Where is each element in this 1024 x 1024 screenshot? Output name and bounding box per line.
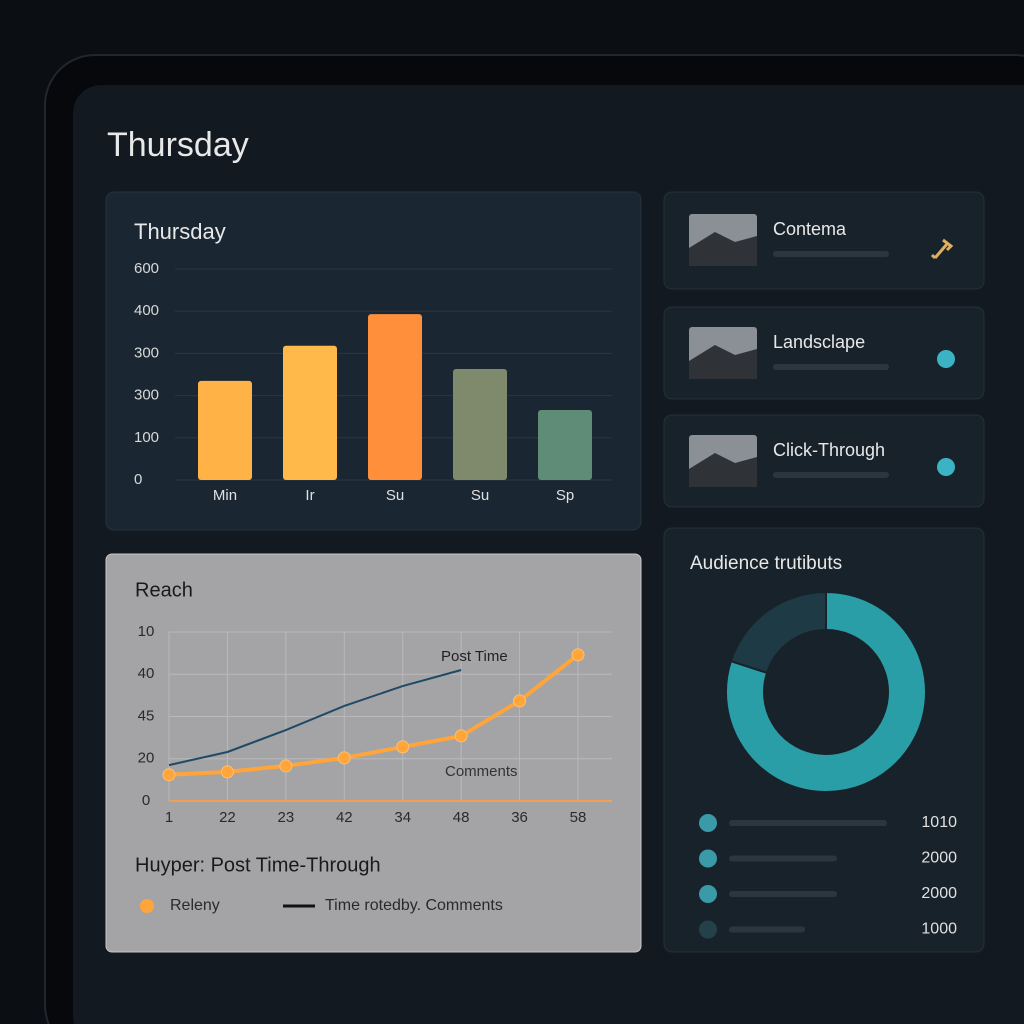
- series-line: [168, 669, 462, 767]
- legend-dot: [699, 885, 717, 903]
- legend-dot: [699, 814, 717, 832]
- y-tick-label: 0: [142, 792, 150, 809]
- media-label: Landsclape: [773, 332, 865, 352]
- data-point: [571, 648, 585, 662]
- media-bar: [773, 472, 889, 478]
- pin-icon: [930, 238, 954, 260]
- data-point: [396, 740, 410, 754]
- x-tick-label: 36: [511, 809, 528, 826]
- y-tick-label: 0: [134, 471, 142, 488]
- data-point: [337, 751, 351, 765]
- y-tick-label: 40: [138, 665, 155, 682]
- x-tick-label: 48: [453, 809, 470, 826]
- bar: [198, 380, 252, 480]
- pie-slice: [725, 590, 927, 793]
- y-tick-label: 45: [138, 707, 155, 724]
- pie-slice: [729, 590, 827, 675]
- legend-bar: [729, 891, 837, 897]
- series-line: [168, 653, 580, 777]
- chart-title: Thursday: [134, 219, 226, 244]
- media-bar: [773, 251, 889, 257]
- chart-title: Audience trutibuts: [690, 553, 842, 574]
- row-value: 1010: [921, 814, 957, 831]
- y-tick-label: 100: [134, 429, 159, 446]
- y-tick-label: 400: [134, 302, 159, 319]
- legend-bar: [729, 820, 887, 826]
- x-tick-label: 22: [219, 809, 236, 826]
- thumbnail-mountain: [689, 232, 757, 266]
- y-tick-label: 300: [134, 344, 159, 361]
- y-tick-label: 20: [138, 750, 155, 767]
- chat-icon: [937, 350, 955, 368]
- y-tick-label: 300: [134, 387, 159, 404]
- data-point: [220, 765, 234, 779]
- chart-subtitle: Huyper: Post Time-Through: [135, 854, 381, 876]
- thumbnail-mountain: [689, 453, 757, 487]
- annotation: Post Time: [441, 648, 508, 665]
- x-tick-label: 1: [165, 809, 173, 826]
- data-point: [279, 759, 293, 773]
- data-point: [454, 729, 468, 743]
- row-value: 2000: [921, 850, 957, 867]
- x-tick-label: 42: [336, 809, 353, 826]
- media-label: Contema: [773, 219, 847, 239]
- x-tick-label: Ir: [305, 487, 314, 504]
- row-value: 2000: [921, 885, 957, 902]
- thumbnail-mountain: [689, 345, 757, 379]
- x-tick-label: 23: [278, 809, 295, 826]
- annotation: Comments: [445, 763, 518, 780]
- legend-dot: [699, 920, 717, 939]
- media-bar: [773, 364, 889, 370]
- media-label: Click-Through: [773, 440, 885, 460]
- x-tick-label: Sp: [556, 487, 574, 504]
- legend-label: Time rotedby. Comments: [325, 897, 503, 914]
- chat-icon: [937, 458, 955, 476]
- legend-bar: [729, 926, 805, 933]
- x-tick-label: 34: [394, 809, 411, 826]
- y-tick-label: 600: [134, 260, 159, 277]
- legend-dot: [699, 849, 717, 868]
- x-tick-label: Su: [386, 487, 404, 504]
- x-tick-label: Su: [471, 487, 489, 504]
- legend-label: Releny: [170, 897, 220, 914]
- legend-swatch: [140, 899, 154, 913]
- data-point: [513, 694, 527, 708]
- bar: [283, 345, 337, 480]
- x-tick-label: Min: [213, 487, 237, 504]
- bar: [453, 369, 507, 480]
- data-point: [162, 768, 176, 782]
- bar: [538, 409, 592, 480]
- x-tick-label: 58: [570, 809, 587, 826]
- bar: [368, 314, 422, 480]
- page-title: Thursday: [107, 126, 249, 164]
- row-value: 1000: [921, 921, 957, 938]
- media-icons: [930, 238, 955, 476]
- chart-title: Reach: [135, 579, 193, 601]
- y-tick-label: 10: [138, 623, 155, 640]
- legend-bar: [729, 855, 837, 862]
